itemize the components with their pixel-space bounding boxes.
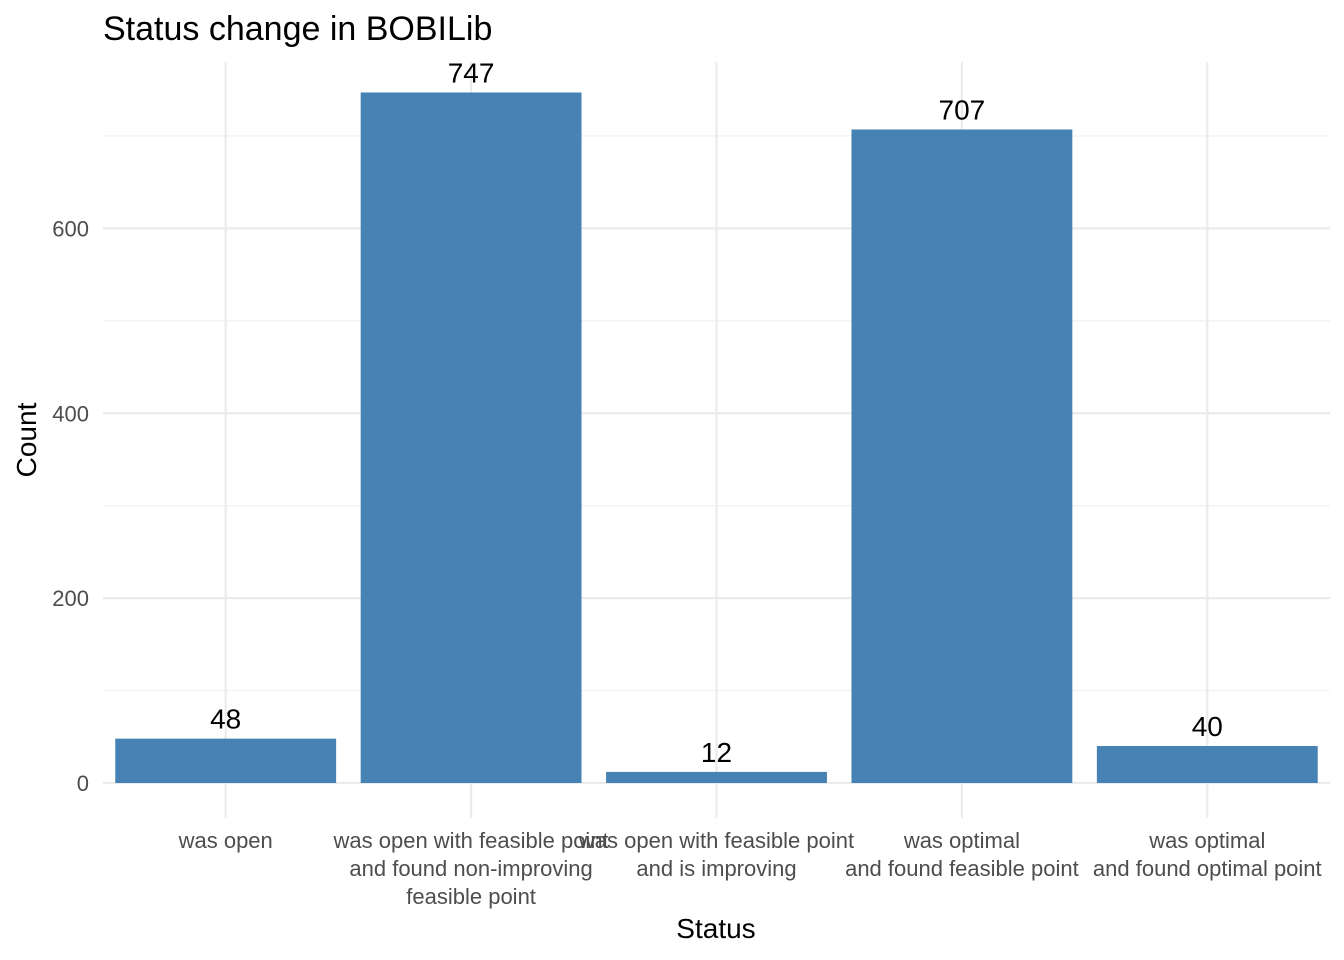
- bars: [115, 92, 1318, 783]
- y-tick-label: 600: [52, 216, 89, 241]
- bar: [360, 92, 582, 783]
- data-label: 40: [1192, 711, 1223, 742]
- data-labels: 48 747 12 707 40: [210, 58, 1223, 768]
- data-label: 48: [210, 704, 241, 735]
- x-tick-label: was open: [178, 828, 273, 853]
- y-tick-label: 200: [52, 586, 89, 611]
- bar: [606, 771, 827, 783]
- data-label: 747: [448, 58, 495, 89]
- x-tick-label: was optimal and found optimal point: [1093, 828, 1322, 881]
- y-axis-title: Count: [11, 402, 42, 477]
- y-axis-ticks: 0 200 400 600: [52, 216, 89, 796]
- data-label: 12: [701, 737, 732, 768]
- x-tick-label: was open with feasible point and is impro…: [578, 828, 854, 881]
- x-axis-ticks: was open was open with feasible point and …: [178, 828, 1322, 909]
- x-tick-label: was optimal and found feasible point: [845, 828, 1079, 881]
- y-tick-label: 400: [52, 401, 89, 426]
- bar: [115, 738, 337, 783]
- x-tick-label: was open with feasible point and found no…: [333, 828, 609, 909]
- chart-title: Status change in BOBILib: [103, 10, 492, 48]
- x-axis-title: Status: [676, 913, 755, 944]
- data-label: 707: [939, 94, 986, 125]
- bar: [851, 129, 1073, 783]
- bar: [1096, 746, 1318, 783]
- y-tick-label: 0: [77, 771, 89, 796]
- grid-lines: [103, 62, 1330, 818]
